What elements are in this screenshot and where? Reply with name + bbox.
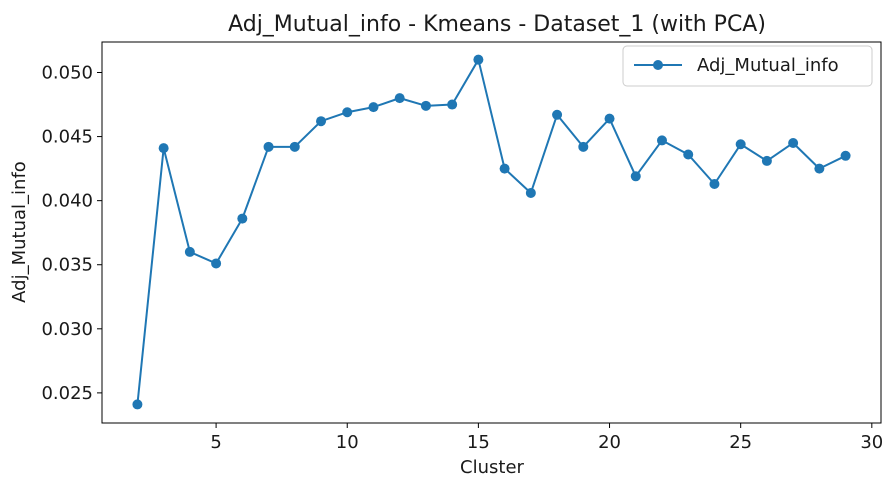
data-point [368,102,379,113]
y-tick-label: 0.040 [41,191,93,212]
y-tick-label: 0.045 [41,127,93,148]
data-point [420,100,431,111]
x-tick-label: 5 [210,432,221,453]
data-point [132,399,143,410]
data-point [158,143,169,154]
series-layer [132,54,851,410]
data-point [211,258,222,269]
legend: Adj_Mutual_info [622,45,873,87]
data-point [289,141,300,152]
data-point [473,54,484,65]
data-point [814,163,825,174]
data-point [342,107,353,118]
data-point [761,155,772,166]
legend-marker [653,60,663,70]
legend-label: Adj_Mutual_info [697,55,839,76]
x-tick-label: 10 [336,432,359,453]
data-point [840,150,851,161]
legend-box [622,45,873,87]
data-point [525,187,536,198]
x-axis: 5 10 15 20 25 30 [210,423,883,453]
data-point [394,93,405,104]
data-point [237,213,248,224]
data-point [499,163,510,174]
data-point [630,171,641,182]
y-tick-label: 0.035 [41,255,93,276]
y-tick-label: 0.050 [41,63,93,84]
data-point [788,137,799,148]
data-point [263,141,274,152]
series-line [136,58,847,405]
data-point [447,99,458,110]
data-point [578,141,589,152]
x-axis-label: Cluster [460,457,524,478]
y-tick-label: 0.025 [41,383,93,404]
y-axis-label: Adj_Mutual_info [9,161,30,303]
data-point [184,246,195,257]
y-axis: 0.025 0.030 0.035 0.040 0.045 0.050 [41,63,102,404]
x-tick-label: 30 [860,432,883,453]
data-point [709,178,720,189]
data-point [552,109,563,120]
data-point [683,149,694,160]
data-point [735,139,746,150]
data-point [316,116,327,127]
x-tick-label: 25 [729,432,752,453]
chart-title: Adj_Mutual_info - Kmeans - Dataset_1 (wi… [228,12,766,37]
y-tick-label: 0.030 [41,319,93,340]
data-point [656,135,667,146]
plot-area [101,41,882,424]
x-tick-label: 20 [598,432,621,453]
data-point [604,113,615,124]
x-tick-label: 15 [467,432,490,453]
